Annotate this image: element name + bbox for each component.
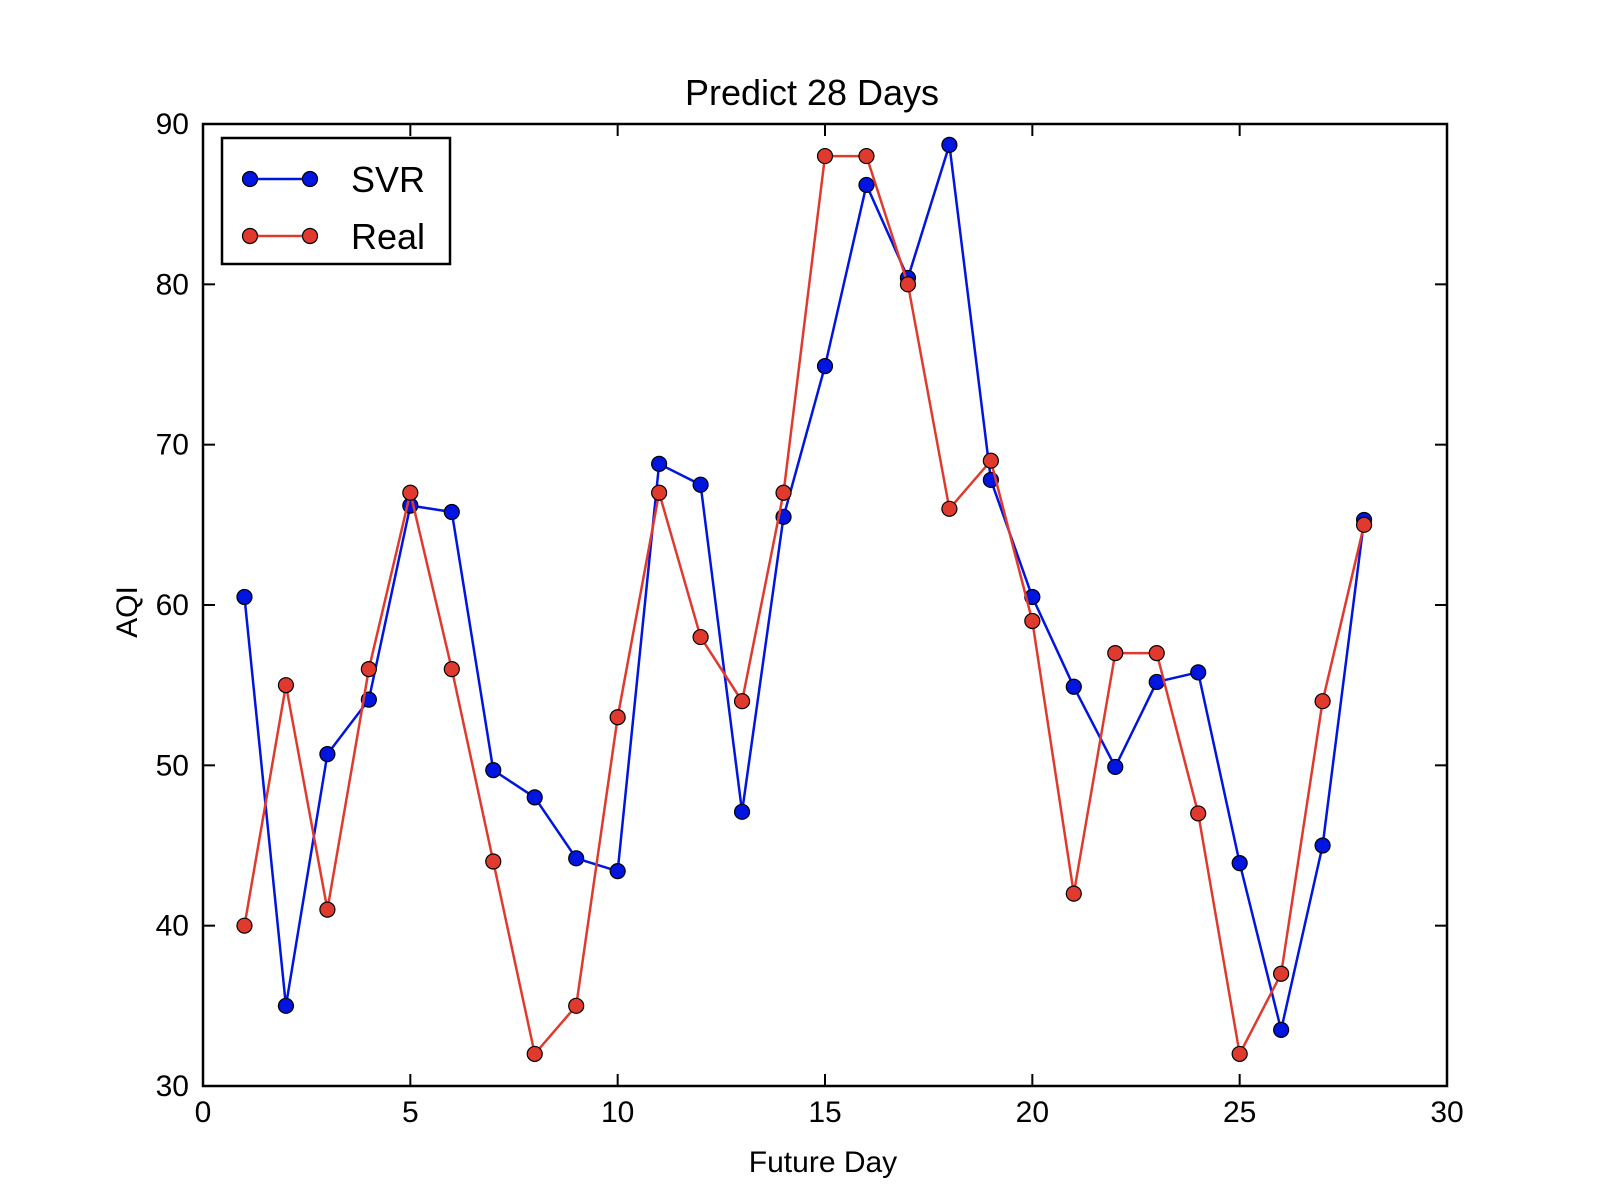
data-point-svr [651, 455, 668, 473]
legend: SVR Real [220, 136, 452, 266]
data-point-svr [1065, 678, 1082, 695]
data-point-real [526, 1045, 543, 1063]
data-point-real [319, 901, 336, 918]
data-point-real [1314, 693, 1331, 710]
legend-marker [241, 170, 259, 188]
series-svr [236, 136, 1373, 1038]
x-tick-label: 5 [402, 1096, 419, 1129]
x-axis-label: Future Day [749, 1146, 897, 1179]
x-tick-label: 10 [601, 1096, 634, 1129]
data-point-real [651, 484, 668, 501]
data-point-real [443, 661, 460, 678]
data-point-svr [733, 803, 751, 820]
data-point-real [1273, 965, 1290, 982]
data-point-real [733, 693, 751, 710]
legend-box [220, 136, 452, 266]
legend-marker [241, 227, 259, 245]
legend-item-svr: SVR [241, 159, 425, 200]
plot-lines [236, 136, 1373, 1063]
data-point-real [1148, 644, 1165, 662]
x-tick-label: 25 [1223, 1096, 1256, 1129]
chart-title: Predict 28 Days [685, 72, 939, 113]
y-tick-label: 90 [156, 108, 189, 141]
data-point-svr [1314, 837, 1331, 854]
data-point-real [236, 917, 253, 934]
x-axis: 0 5 10 15 20 25 30 [195, 124, 1464, 1129]
data-point-svr [485, 762, 502, 779]
data-point-real [360, 661, 377, 678]
data-point-real [1190, 805, 1207, 822]
data-point-svr [941, 136, 958, 153]
data-point-real [1024, 612, 1041, 630]
y-tick-label: 80 [156, 268, 189, 301]
data-point-real [692, 628, 709, 646]
series-line-real [243, 154, 1366, 1058]
data-point-svr [609, 863, 626, 880]
data-point-real [485, 853, 502, 870]
data-point-svr [236, 588, 253, 606]
legend-marker [301, 170, 319, 188]
y-tick-label: 30 [156, 1070, 189, 1103]
data-point-real [899, 276, 917, 293]
data-point-svr [1273, 1021, 1290, 1038]
data-point-real [568, 997, 585, 1014]
data-point-real [609, 709, 626, 726]
x-tick-label: 20 [1016, 1096, 1049, 1129]
data-point-real [1231, 1045, 1248, 1063]
data-point-real [858, 147, 875, 165]
series-line-svr [243, 144, 1366, 1031]
legend-label: SVR [351, 159, 425, 200]
data-point-real [402, 484, 419, 501]
legend-item-real: Real [241, 216, 425, 257]
data-point-svr [1107, 758, 1124, 776]
y-tick-label: 60 [156, 589, 189, 622]
data-point-svr [1231, 855, 1248, 872]
x-tick-label: 30 [1430, 1096, 1463, 1129]
series-real [236, 147, 1373, 1063]
data-point-real [775, 484, 792, 501]
data-point-svr [319, 746, 336, 763]
x-tick-label: 0 [195, 1096, 212, 1129]
y-axis: 30 40 50 60 70 80 90 [156, 108, 1447, 1103]
data-point-svr [692, 476, 709, 493]
y-tick-label: 50 [156, 749, 189, 782]
data-point-svr [858, 176, 875, 194]
legend-label: Real [351, 216, 425, 257]
data-point-real [982, 452, 999, 469]
y-tick-label: 70 [156, 429, 189, 462]
data-point-svr [277, 997, 295, 1014]
data-point-svr [443, 503, 460, 521]
data-point-real [1065, 885, 1082, 902]
data-point-svr [526, 789, 543, 806]
data-point-real [1355, 516, 1373, 533]
data-point-real [277, 677, 295, 694]
x-tick-label: 15 [808, 1096, 841, 1129]
data-point-real [1107, 644, 1124, 662]
data-point-svr [816, 358, 834, 375]
legend-marker [301, 227, 319, 245]
y-axis-label: AQI [111, 586, 144, 638]
data-point-real [816, 147, 834, 165]
data-point-svr [1190, 664, 1207, 681]
data-point-real [941, 500, 958, 517]
y-tick-label: 40 [156, 910, 189, 943]
data-point-svr [568, 850, 585, 867]
